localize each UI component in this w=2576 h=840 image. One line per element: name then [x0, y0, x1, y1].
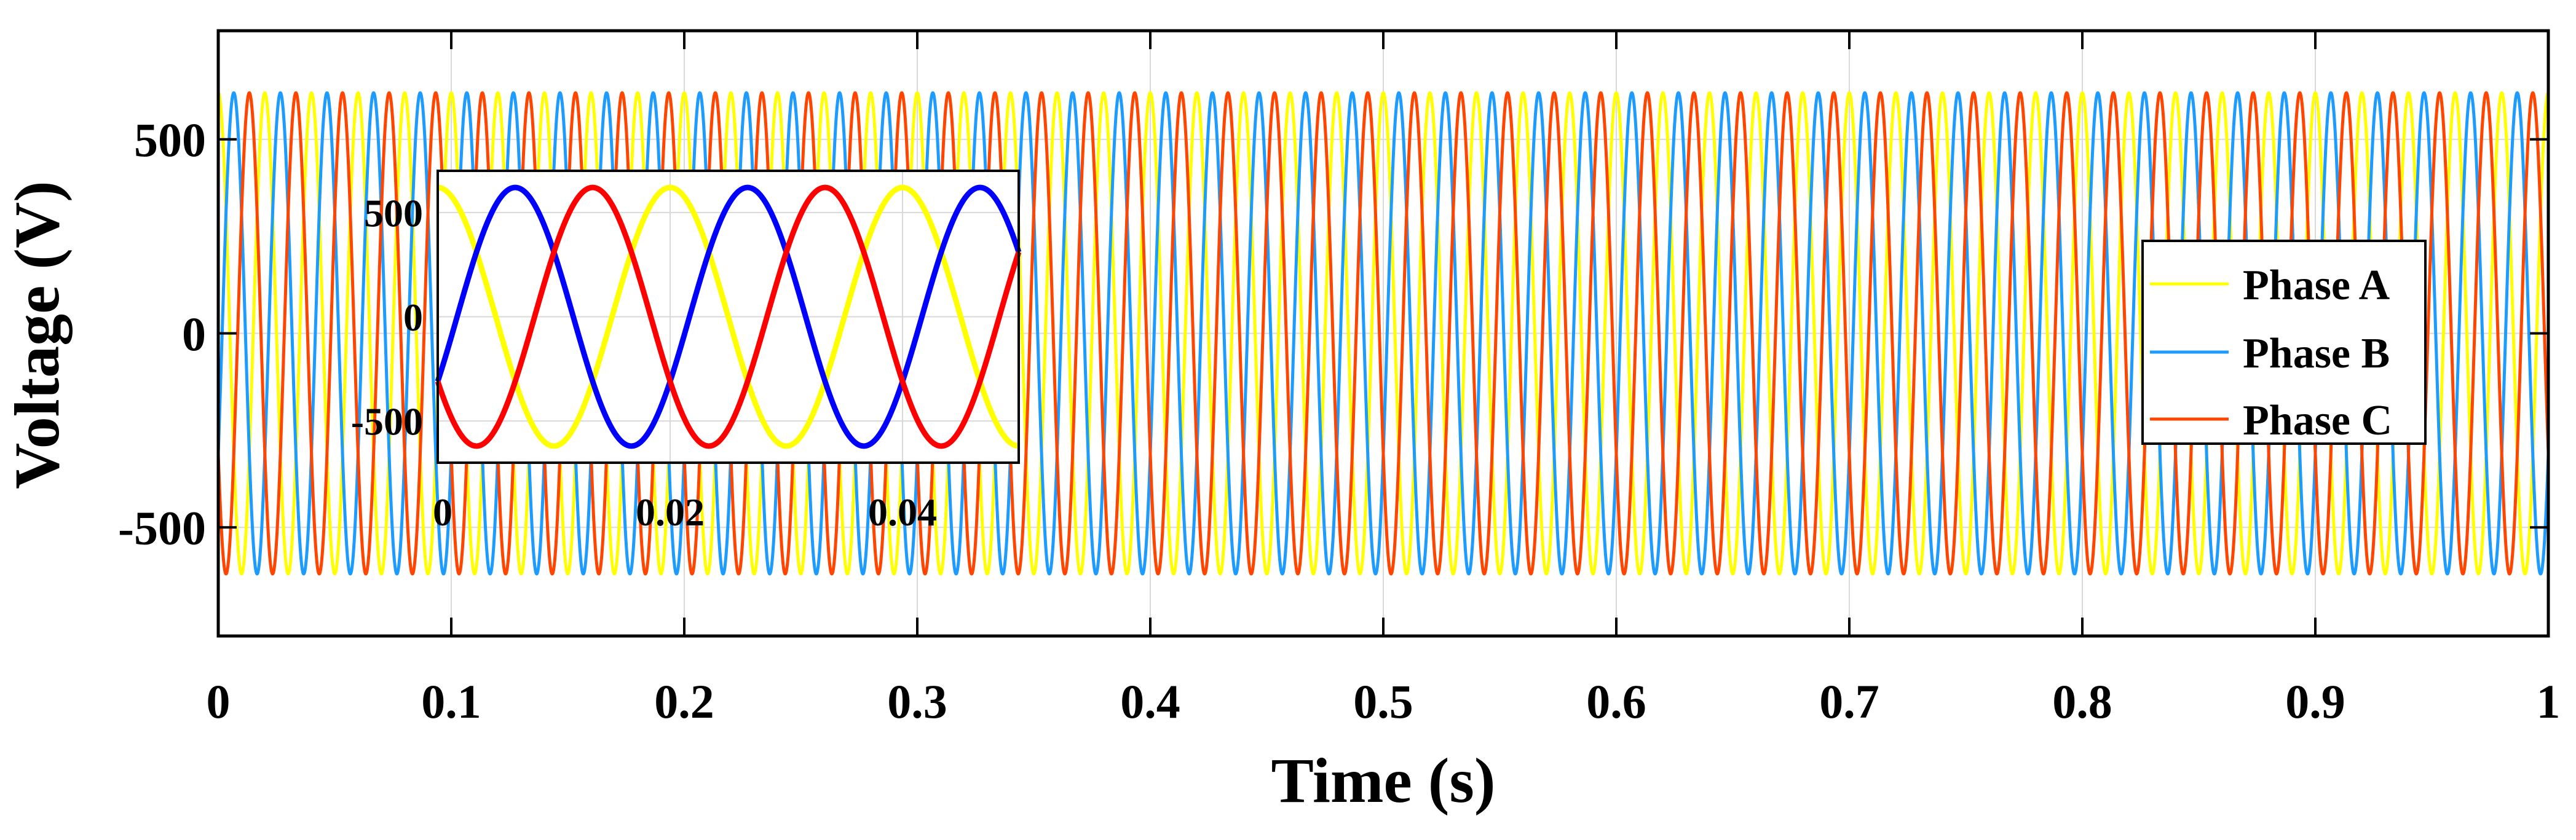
main-x-tick-label: 0.2: [654, 675, 714, 728]
main-axis-ticks: [217, 31, 2550, 636]
main-x-tick-label: 0.5: [1353, 675, 1413, 728]
main-x-tick-label: 0.1: [421, 675, 481, 728]
legend-label-phase-b: Phase B: [2243, 330, 2390, 377]
inset-y-tick-label: 500: [364, 191, 423, 235]
inset-x-tick-label: 0.02: [636, 490, 705, 534]
inset-y-tick-label: 0: [403, 296, 423, 339]
main-x-tick-label: 0.8: [2052, 675, 2112, 728]
inset-y-tick-label: -500: [351, 400, 423, 444]
main-y-tick-label: 500: [134, 113, 206, 167]
main-y-tick-labels: -500 0 500: [118, 113, 206, 554]
main-x-tick-label: 0.3: [887, 675, 947, 728]
inset-series-phase-a: [435, 184, 1022, 449]
main-x-tick-label: 0.6: [1586, 675, 1646, 728]
inset-x-tick-label: 0.04: [868, 490, 937, 534]
inset-series-phase-b: [435, 184, 1022, 449]
main-x-tick-label: 0.7: [1819, 675, 1879, 728]
y-axis-title: Voltage (V): [2, 181, 73, 489]
legend-label-phase-c: Phase C: [2243, 397, 2392, 444]
inset-y-tick-labels: -500 0 500: [351, 191, 423, 443]
inset-series-phase-c: [435, 184, 1022, 449]
inset-x-tick-labels: 0 0.02 0.04: [433, 490, 937, 534]
inset-x-tick-label: 0: [433, 490, 452, 534]
main-x-tick-label: 0.9: [2285, 675, 2345, 728]
inset-series-group: [435, 184, 1022, 449]
main-y-tick-label: -500: [118, 501, 206, 555]
legend-label-phase-a: Phase A: [2243, 262, 2390, 309]
legend: Phase A Phase B Phase C: [2141, 240, 2427, 445]
inset-plot-frame: [437, 170, 1020, 464]
legend-box: [2141, 240, 2427, 445]
main-x-tick-label: 0: [207, 675, 231, 728]
x-axis-title: Time (s): [1271, 745, 1496, 816]
main-x-tick-label: 1: [2537, 675, 2561, 728]
main-x-tick-labels: 0 0.1 0.2 0.3 0.4 0.5 0.6 0.7 0.8 0.9 1: [207, 675, 2561, 728]
main-y-tick-label: 0: [182, 307, 206, 361]
main-x-tick-label: 0.4: [1120, 675, 1180, 728]
